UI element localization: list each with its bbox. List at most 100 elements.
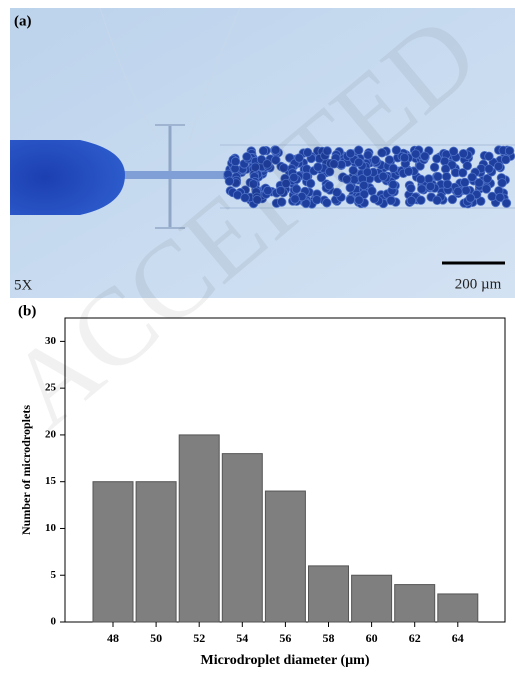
droplet — [359, 189, 369, 199]
droplet — [440, 164, 451, 174]
droplet — [420, 151, 430, 161]
droplet — [501, 154, 511, 165]
droplet — [354, 157, 364, 168]
droplet — [504, 146, 515, 156]
x-tick-label: 52 — [193, 631, 205, 645]
droplet — [316, 172, 327, 183]
droplet — [354, 195, 364, 205]
droplet — [271, 155, 281, 165]
y-axis-label: Number of microdroplets — [19, 405, 33, 535]
scale-bar-label: 200 µm — [455, 276, 502, 292]
micrograph: (a) 5X 200 µm — [10, 7, 515, 298]
droplet — [281, 178, 291, 189]
droplet — [301, 198, 311, 209]
x-tick-label: 62 — [409, 631, 421, 645]
y-tick-label: 30 — [45, 335, 57, 347]
droplet — [240, 193, 250, 203]
droplet — [369, 194, 380, 204]
droplet — [411, 149, 421, 159]
droplet — [497, 178, 507, 188]
droplet — [476, 196, 486, 206]
droplet — [313, 162, 323, 172]
droplet — [305, 178, 316, 189]
droplet — [322, 146, 332, 156]
droplet — [501, 198, 512, 208]
droplet — [482, 173, 493, 184]
droplet — [467, 172, 477, 182]
droplet — [342, 174, 352, 184]
droplet — [290, 194, 300, 204]
y-tick-label: 5 — [51, 569, 57, 581]
droplet — [262, 159, 272, 169]
droplet — [391, 145, 402, 155]
x-tick-label: 48 — [107, 631, 119, 645]
bar — [437, 593, 479, 623]
bar — [178, 434, 220, 623]
droplet — [433, 171, 443, 182]
droplet — [417, 184, 427, 194]
bar — [135, 481, 177, 623]
x-tick-label: 58 — [323, 631, 335, 645]
y-tick-label: 25 — [45, 382, 57, 394]
x-tick-label: 60 — [366, 631, 378, 645]
droplet — [329, 159, 339, 169]
x-tick-label: 64 — [452, 631, 464, 645]
y-tick-label: 15 — [45, 475, 57, 487]
droplet — [332, 187, 342, 198]
dispersed-phase — [10, 140, 125, 215]
droplet — [484, 164, 494, 174]
droplet — [484, 151, 494, 162]
droplet — [230, 156, 241, 167]
x-tick-label: 56 — [279, 631, 291, 645]
droplet — [432, 153, 442, 164]
x-axis-label: Microdroplet diameter (µm) — [200, 653, 369, 668]
droplet — [242, 152, 252, 162]
droplet — [270, 145, 281, 155]
droplet — [276, 197, 287, 207]
chart: (b) Number of microdroplets Microdroplet… — [18, 303, 506, 668]
droplet — [224, 176, 235, 186]
droplet — [429, 162, 440, 172]
droplet — [248, 179, 259, 189]
droplet — [370, 155, 381, 165]
droplet — [275, 186, 286, 196]
droplet — [448, 146, 459, 157]
y-tick-label: 20 — [45, 428, 57, 440]
droplet — [362, 167, 373, 177]
droplet — [493, 161, 504, 172]
droplet — [250, 162, 261, 172]
droplet — [353, 145, 364, 155]
droplet — [263, 185, 273, 196]
droplet — [291, 184, 302, 194]
y-tick-label: 0 — [51, 616, 57, 628]
droplet — [386, 195, 396, 206]
channel-outline — [99, 7, 241, 141]
droplet — [312, 195, 322, 205]
droplet — [495, 192, 505, 203]
droplet — [458, 149, 469, 159]
droplet — [416, 195, 426, 205]
droplet — [302, 147, 313, 158]
bar — [308, 565, 349, 623]
magnification: 5X — [14, 277, 33, 293]
droplet — [453, 186, 463, 197]
droplet — [384, 155, 395, 165]
droplet — [345, 183, 355, 193]
droplet — [447, 194, 458, 205]
droplet — [377, 148, 387, 158]
droplet — [416, 174, 426, 185]
droplet — [378, 171, 388, 182]
droplet — [425, 181, 436, 192]
droplet — [406, 196, 417, 206]
droplet — [442, 179, 453, 190]
x-tick-label: 50 — [150, 631, 162, 645]
x-tick-label: 54 — [236, 631, 248, 645]
panel-label: (b) — [18, 303, 36, 319]
bar — [92, 481, 134, 623]
droplet — [279, 163, 289, 173]
droplet — [294, 153, 304, 163]
droplet — [388, 163, 398, 174]
droplet — [324, 167, 335, 177]
bar — [221, 453, 263, 623]
